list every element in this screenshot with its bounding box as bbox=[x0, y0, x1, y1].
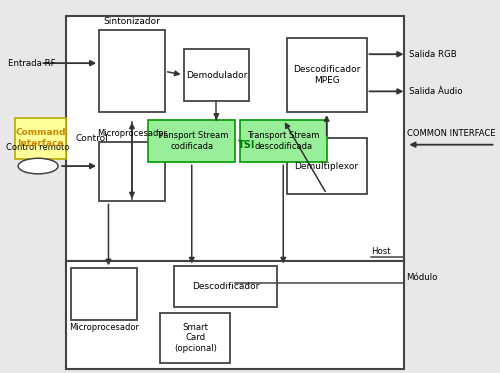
Bar bbox=[66, 16, 404, 261]
Bar bbox=[240, 120, 326, 162]
Bar bbox=[71, 268, 136, 320]
Text: Control remoto: Control remoto bbox=[6, 143, 70, 152]
Bar bbox=[99, 142, 165, 201]
Text: Smart
Card
(opcional): Smart Card (opcional) bbox=[174, 323, 216, 353]
Text: Control: Control bbox=[76, 134, 108, 143]
Text: Módulo: Módulo bbox=[406, 273, 438, 282]
Ellipse shape bbox=[18, 158, 58, 174]
Bar bbox=[184, 49, 249, 101]
Text: Microprocesador: Microprocesador bbox=[97, 129, 167, 138]
Bar bbox=[14, 118, 66, 159]
Text: COMMON INTERFACE: COMMON INTERFACE bbox=[406, 129, 495, 138]
Text: Salida RGB: Salida RGB bbox=[408, 50, 457, 59]
Text: Salida Àudio: Salida Àudio bbox=[408, 87, 462, 96]
Bar bbox=[287, 38, 366, 112]
Text: Sintonizador: Sintonizador bbox=[104, 17, 160, 26]
Text: Demultiplexor: Demultiplexor bbox=[294, 162, 358, 170]
Text: Descodificador
MPEG: Descodificador MPEG bbox=[293, 65, 360, 85]
Text: Microprocesador: Microprocesador bbox=[69, 323, 139, 332]
Bar bbox=[66, 261, 404, 369]
Bar bbox=[174, 266, 278, 307]
Bar bbox=[160, 313, 230, 363]
Bar bbox=[99, 31, 165, 112]
Text: Entrada RF: Entrada RF bbox=[8, 59, 55, 68]
Text: Host: Host bbox=[371, 247, 391, 256]
Text: Transport Stream
descodificada: Transport Stream descodificada bbox=[247, 131, 320, 151]
Text: TSI: TSI bbox=[238, 140, 255, 150]
Text: Transport Stream
codificada: Transport Stream codificada bbox=[156, 131, 228, 151]
Bar bbox=[287, 138, 366, 194]
Text: Command
Interface: Command Interface bbox=[15, 128, 66, 148]
Text: Descodificador: Descodificador bbox=[192, 282, 260, 291]
Text: Demodulador: Demodulador bbox=[186, 70, 247, 79]
Bar bbox=[148, 120, 235, 162]
